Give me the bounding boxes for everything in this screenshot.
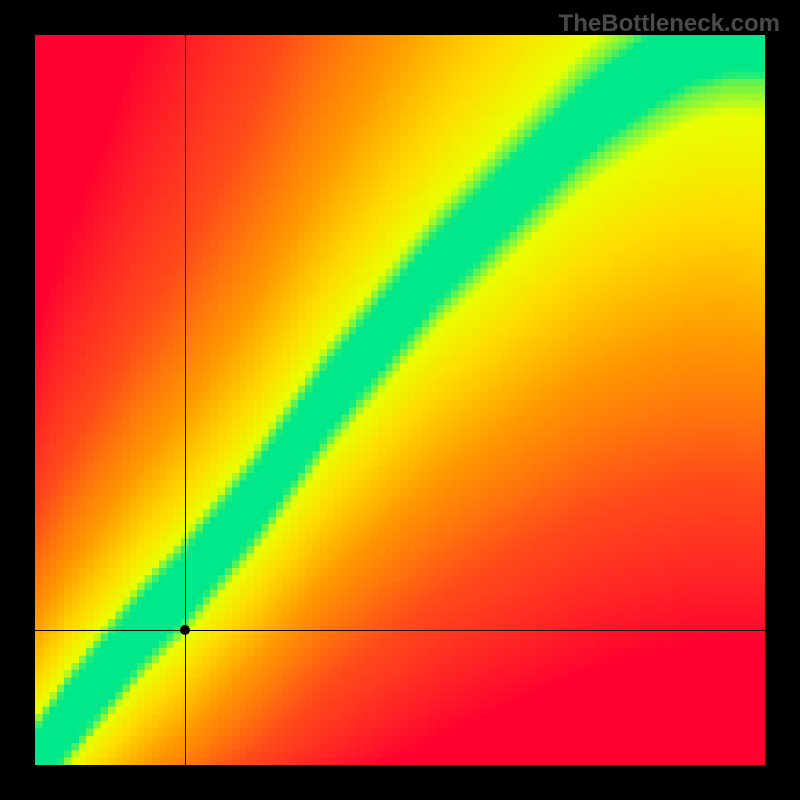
crosshair-horizontal-line [35,630,765,631]
selected-point-marker [180,625,190,635]
heatmap-plot [35,35,765,765]
crosshair-vertical-line [185,35,186,765]
chart-container: TheBottleneck.com [0,0,800,800]
heatmap-canvas [35,35,765,765]
watermark-text: TheBottleneck.com [559,10,780,38]
